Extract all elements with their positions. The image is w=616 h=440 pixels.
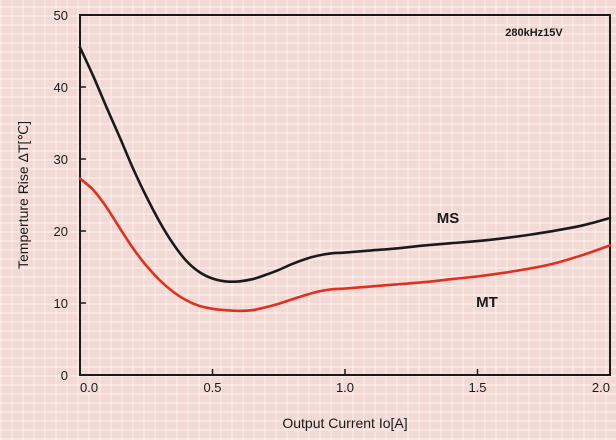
y-tick-label: 50 — [54, 8, 68, 23]
x-tick-label: 2.0 — [592, 380, 610, 395]
series-line-mt — [78, 177, 612, 313]
x-tick-label: 0.5 — [203, 380, 221, 395]
y-tick-label: 10 — [54, 296, 68, 311]
x-tick-label: 1.5 — [468, 380, 486, 395]
y-tick-label: 40 — [54, 80, 68, 95]
series-lines — [78, 46, 612, 313]
annotation-label: 280kHz15V — [505, 27, 563, 39]
series-label-ms: MS — [437, 210, 460, 227]
x-axis-title: Output Current Io[A] — [282, 415, 407, 431]
y-axis-ticks: 0 10 20 30 40 50 — [54, 8, 86, 383]
y-tick-label: 0 — [61, 368, 68, 383]
x-tick-label: 0.0 — [80, 380, 98, 395]
y-tick-label: 30 — [54, 152, 68, 167]
series-label-mt: MT — [476, 294, 498, 311]
y-tick-label: 20 — [54, 224, 68, 239]
plot-frame — [79, 14, 611, 376]
x-tick-label: 1.0 — [336, 380, 354, 395]
x-axis-ticks: 0.0 0.5 1.0 1.5 2.0 — [79, 369, 611, 395]
series-line-ms — [78, 46, 612, 284]
y-axis-title: Temperture Rise ΔT[℃] — [15, 121, 31, 269]
